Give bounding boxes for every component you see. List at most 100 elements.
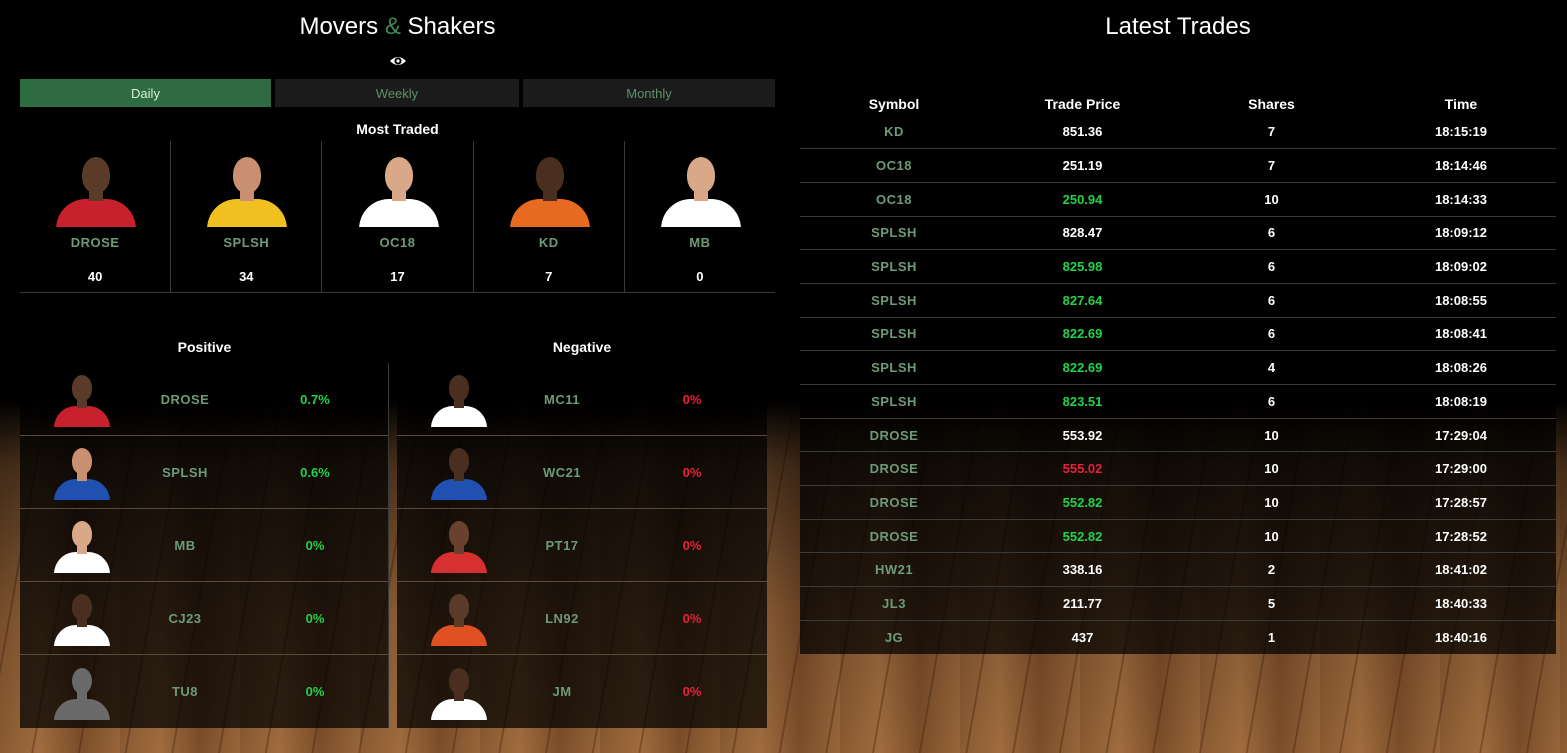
positive-row[interactable]: MB 0% [20, 509, 389, 582]
trade-row[interactable]: JG 437 1 18:40:16 [800, 620, 1556, 654]
trade-row[interactable]: SPLSH 822.69 4 18:08:26 [800, 350, 1556, 385]
player-portrait [429, 590, 487, 646]
trade-shares: 6 [1177, 249, 1366, 284]
change-percent: 0% [682, 464, 702, 480]
positive-column: Positive DROSE 0.7% SPLSH 0.6% MB 0% CJ23 0% TU8… [20, 335, 389, 728]
trade-price: 822.69 [988, 350, 1177, 385]
jersey-shape [431, 552, 487, 573]
trade-time: 18:15:19 [1366, 115, 1556, 150]
trade-symbol: DROSE [800, 418, 988, 453]
most-traded-item[interactable]: MB 0 [625, 141, 775, 292]
player-portrait [429, 444, 487, 500]
trade-count: 34 [239, 269, 254, 284]
latest-trades-panel: Latest Trades Symbol Trade Price Shares … [800, 0, 1556, 654]
player-symbol: JM [552, 684, 572, 699]
trade-row[interactable]: DROSE 553.92 10 17:29:04 [800, 418, 1556, 453]
player-symbol: TU8 [171, 684, 199, 699]
trade-time: 18:08:41 [1366, 317, 1556, 352]
trade-price: 555.02 [988, 451, 1177, 487]
negative-row[interactable]: LN92 0% [397, 582, 767, 655]
negative-row[interactable]: WC21 0% [397, 436, 767, 509]
trade-row[interactable]: JL3 211.77 5 18:40:33 [800, 586, 1556, 621]
positive-row[interactable]: SPLSH 0.6% [20, 436, 389, 509]
player-symbol: MB [689, 235, 711, 250]
tab-monthly[interactable]: Monthly [523, 79, 775, 107]
tab-weekly[interactable]: Weekly [275, 79, 519, 107]
negative-row[interactable]: JM 0% [397, 655, 767, 728]
column-header-time[interactable]: Time [1444, 96, 1478, 112]
trade-time: 18:14:46 [1366, 148, 1556, 183]
trade-time: 18:08:26 [1366, 350, 1556, 385]
head-shape [449, 521, 469, 547]
most-traded-title: Most Traded [356, 121, 439, 137]
player-symbol: OC18 [379, 235, 416, 250]
change-percent: 0% [305, 684, 325, 699]
trade-row[interactable]: DROSE 552.82 10 17:28:57 [800, 485, 1556, 520]
eye-icon[interactable] [20, 54, 775, 72]
trade-shares: 2 [1177, 552, 1366, 588]
change-percent: 0% [682, 684, 702, 699]
trade-price: 553.92 [988, 418, 1177, 453]
trade-count: 40 [87, 269, 103, 284]
change-percent: 0.7% [300, 391, 330, 407]
column-header-symbol[interactable]: Symbol [868, 96, 920, 112]
trade-row[interactable]: SPLSH 822.69 6 18:08:41 [800, 317, 1556, 352]
player-portrait [429, 664, 487, 720]
trade-price: 552.82 [988, 485, 1177, 520]
trade-symbol: DROSE [800, 451, 988, 487]
trade-price: 250.94 [988, 182, 1177, 217]
player-symbol: LN92 [545, 610, 579, 626]
player-portrait [52, 371, 110, 427]
positive-row[interactable]: CJ23 0% [20, 582, 389, 655]
neck-shape [77, 690, 87, 701]
trade-symbol: DROSE [800, 485, 988, 520]
trade-shares: 6 [1177, 283, 1366, 318]
jersey-shape [54, 625, 110, 646]
most-traded-item[interactable]: KD 7 [474, 141, 625, 292]
player-symbol: SPLSH [162, 464, 208, 480]
most-traded-item[interactable]: OC18 17 [322, 141, 474, 292]
player-symbol: DROSE [70, 235, 120, 250]
head-shape [686, 157, 715, 193]
most-traded-item[interactable]: SPLSH 34 [171, 141, 323, 292]
negative-row[interactable]: MC11 0% [397, 363, 767, 436]
panel-title: Movers & Shakers [20, 0, 775, 54]
trade-row[interactable]: KD 851.36 7 18:15:19 [800, 115, 1556, 150]
trade-row[interactable]: OC18 251.19 7 18:14:46 [800, 148, 1556, 183]
jersey-shape [431, 625, 487, 646]
trade-row[interactable]: DROSE 555.02 10 17:29:00 [800, 451, 1556, 487]
player-symbol: DROSE [160, 391, 210, 407]
trade-row[interactable]: OC18 250.94 10 18:14:33 [800, 182, 1556, 217]
player-symbol: KD [538, 235, 559, 250]
trade-row[interactable]: SPLSH 828.47 6 18:09:12 [800, 216, 1556, 251]
tab-daily[interactable]: Daily [20, 79, 271, 107]
player-portrait [52, 590, 110, 646]
trade-price: 251.19 [988, 148, 1177, 183]
trades-table: Symbol Trade Price Shares Time KD 851.36 7… [800, 87, 1556, 654]
trade-price: 823.51 [988, 384, 1177, 419]
jersey-shape [54, 406, 110, 427]
title-part-2: Shakers [407, 13, 496, 40]
trade-symbol: SPLSH [800, 317, 988, 352]
trade-row[interactable]: SPLSH 827.64 6 18:08:55 [800, 283, 1556, 318]
trade-price: 828.47 [988, 216, 1177, 251]
neck-shape [77, 471, 87, 481]
positive-list: DROSE 0.7% SPLSH 0.6% MB 0% CJ23 0% TU8 0% [20, 363, 389, 728]
negative-row[interactable]: PT17 0% [397, 509, 767, 582]
head-shape [384, 157, 413, 193]
trade-row[interactable]: SPLSH 823.51 6 18:08:19 [800, 384, 1556, 419]
most-traded-item[interactable]: DROSE 40 [20, 141, 172, 292]
trade-time: 18:09:02 [1366, 249, 1556, 284]
column-header-trade-price[interactable]: Trade Price [1044, 96, 1121, 112]
trade-row[interactable]: HW21 338.16 2 18:41:02 [800, 552, 1556, 588]
trade-symbol: SPLSH [800, 216, 988, 251]
column-header-shares[interactable]: Shares [1248, 96, 1295, 112]
trade-row[interactable]: DROSE 552.82 10 17:28:52 [800, 519, 1556, 554]
head-shape [82, 157, 111, 193]
head-shape [233, 157, 262, 193]
trade-shares: 1 [1267, 629, 1276, 645]
trade-row[interactable]: SPLSH 825.98 6 18:09:02 [800, 249, 1556, 284]
head-shape [72, 521, 92, 547]
positive-row[interactable]: TU8 0% [20, 655, 389, 728]
positive-row[interactable]: DROSE 0.7% [20, 363, 389, 436]
